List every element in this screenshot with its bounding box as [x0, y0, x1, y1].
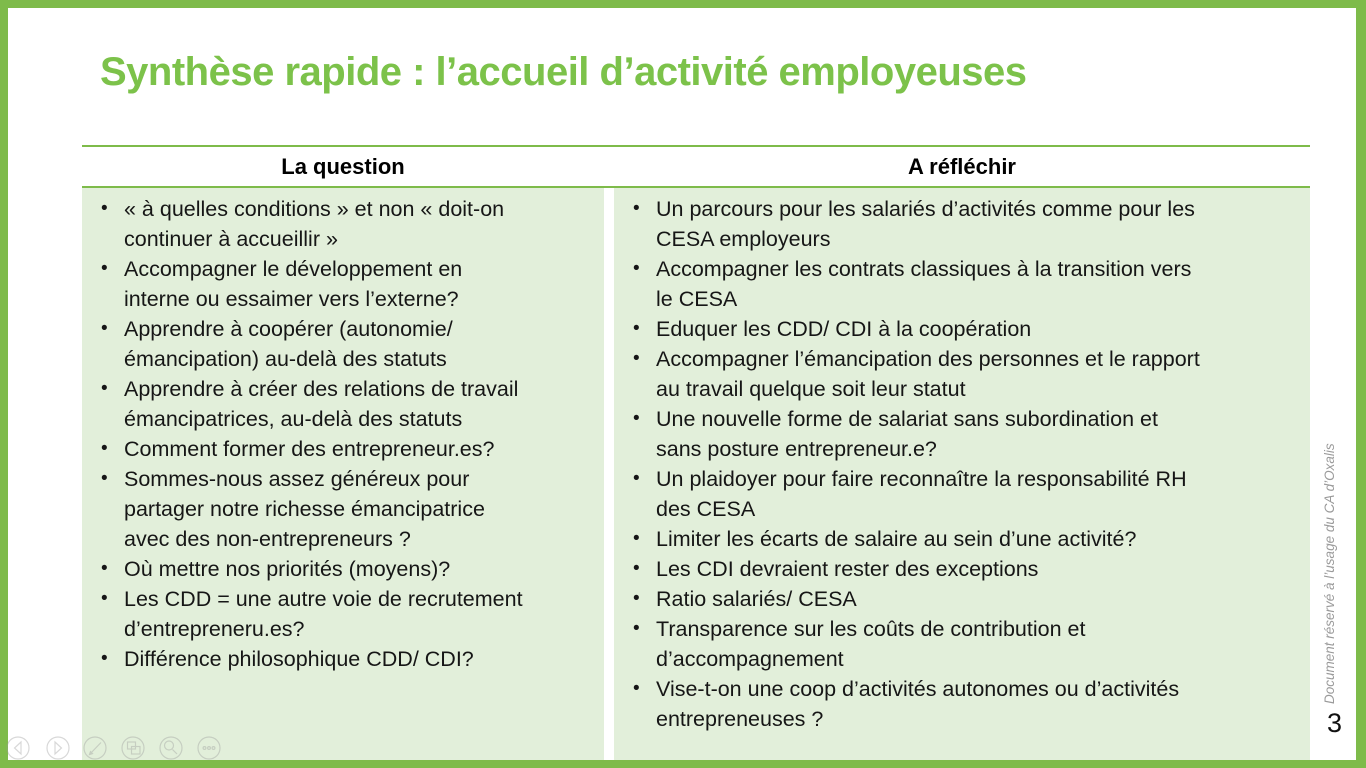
list-item: Sommes-nous assez généreux pour partager… — [96, 464, 598, 554]
list-item: Apprendre à créer des relations de trava… — [96, 374, 598, 434]
zoom-icon[interactable] — [159, 736, 183, 760]
slide-border-left — [0, 0, 8, 768]
pen-icon[interactable] — [83, 736, 107, 760]
list-item: Accompagner les contrats classiques à la… — [628, 254, 1304, 314]
list-item: Une nouvelle forme de salariat sans subo… — [628, 404, 1304, 464]
reflechir-list: Un parcours pour les salariés d’activité… — [628, 194, 1304, 734]
list-item: Eduquer les CDD/ CDI à la coopération — [628, 314, 1304, 344]
table-body-row: « à quelles conditions » et non « doit-o… — [82, 188, 1310, 760]
page-number: 3 — [1327, 708, 1343, 738]
two-column-table: La question A réfléchir « à quelles cond… — [82, 145, 1310, 760]
list-item: Les CDI devraient rester des exceptions — [628, 554, 1304, 584]
list-item: Les CDD = une autre voie de recrutement … — [96, 584, 598, 644]
slide-navigator-icon[interactable] — [121, 736, 145, 760]
column-header-reflechir: A réfléchir — [907, 153, 1016, 179]
slide-border-bottom — [0, 760, 1366, 768]
question-list: « à quelles conditions » et non « doit-o… — [96, 194, 598, 674]
list-item: Où mettre nos priorités (moyens)? — [96, 554, 598, 584]
column-gap — [604, 147, 614, 186]
next-slide-icon[interactable] — [46, 736, 70, 760]
list-item: Ratio salariés/ CESA — [628, 584, 1304, 614]
slide-border-right — [1356, 0, 1366, 768]
cell-reflechir: Un parcours pour les salariés d’activité… — [614, 188, 1310, 760]
list-item: Un parcours pour les salariés d’activité… — [628, 194, 1304, 254]
list-item: Comment former des entrepreneur.es? — [96, 434, 598, 464]
column-header-question: La question — [281, 153, 405, 179]
list-item: Apprendre à coopérer (autonomie/ émancip… — [96, 314, 598, 374]
list-item: Accompagner l’émancipation des personnes… — [628, 344, 1304, 404]
presentation-toolbar — [2, 730, 228, 768]
list-item: Accompagner le développement en interne … — [96, 254, 598, 314]
table-header-row: La question A réfléchir — [82, 145, 1310, 188]
slide-title: Synthèse rapide : l’accueil d’activité e… — [100, 50, 1027, 94]
list-item: Limiter les écarts de salaire au sein d’… — [628, 524, 1304, 554]
list-item: « à quelles conditions » et non « doit-o… — [96, 194, 598, 254]
list-item: Un plaidoyer pour faire reconnaître la r… — [628, 464, 1304, 524]
column-gap — [604, 188, 614, 760]
list-item: Vise-t-on une coop d’activités autonomes… — [628, 674, 1304, 734]
list-item: Transparence sur les coûts de contributi… — [628, 614, 1304, 674]
slide-border-top — [0, 0, 1366, 8]
list-item: Différence philosophique CDD/ CDI? — [96, 644, 598, 674]
previous-slide-icon[interactable] — [6, 736, 30, 760]
cell-question: « à quelles conditions » et non « doit-o… — [82, 188, 604, 760]
more-options-icon[interactable] — [197, 736, 221, 760]
confidentiality-note: Document réservé à l’usage du CA d’Oxali… — [1322, 443, 1337, 704]
